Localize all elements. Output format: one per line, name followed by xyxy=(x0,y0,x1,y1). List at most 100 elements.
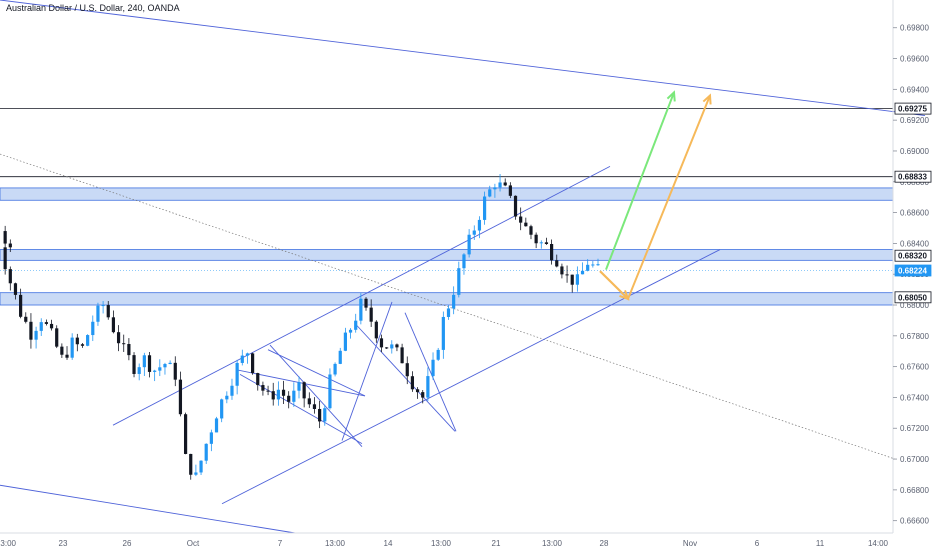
candle-body xyxy=(137,367,141,374)
candle-body xyxy=(457,268,461,295)
candle-body xyxy=(498,182,502,188)
candle-body xyxy=(13,283,18,295)
candle-body xyxy=(163,364,167,368)
price-label-box xyxy=(894,102,932,115)
wedge-line-2 xyxy=(404,312,457,432)
candle-body xyxy=(34,330,38,340)
candle-body xyxy=(462,254,466,269)
y-tick-label: 0.67200 xyxy=(900,424,929,433)
x-tick-label: 13:00 xyxy=(0,539,17,548)
candle-body xyxy=(596,264,600,266)
candle-body xyxy=(281,389,286,396)
candle-body xyxy=(147,355,152,372)
candle-body xyxy=(405,363,409,377)
candle-body xyxy=(395,344,399,348)
candle-body xyxy=(524,222,528,227)
candle-body xyxy=(421,392,425,398)
candle-body xyxy=(276,389,280,400)
candle-body xyxy=(508,185,512,196)
price-label-box xyxy=(894,291,932,304)
y-tick-label: 0.67400 xyxy=(900,393,929,402)
trendlines xyxy=(0,0,926,534)
price-label-text: 0.69275 xyxy=(898,105,927,114)
y-tick-label: 0.69400 xyxy=(900,85,929,94)
candle-body xyxy=(333,363,337,375)
candle-body xyxy=(302,382,306,399)
candle-body xyxy=(415,389,420,393)
sr-zone-0 xyxy=(0,187,894,201)
upper-channel-line xyxy=(0,0,926,116)
candle-body xyxy=(410,376,415,390)
candle-body xyxy=(55,328,59,347)
flag-bottom-1 xyxy=(269,344,363,448)
x-tick-label: 28 xyxy=(600,539,609,548)
candle-body xyxy=(570,274,574,285)
green-projection-arrow-head xyxy=(666,90,676,102)
orange-pullback-arrow xyxy=(599,270,629,300)
candle-body xyxy=(245,353,250,356)
candle-body xyxy=(70,337,74,358)
candle-body xyxy=(240,355,244,363)
candle-body xyxy=(75,337,79,345)
candle-body xyxy=(24,316,28,322)
candle-body xyxy=(328,374,332,409)
candle-body xyxy=(436,349,440,360)
lower-channel-line xyxy=(0,484,296,534)
zones xyxy=(0,187,894,306)
candle-body xyxy=(3,231,7,244)
y-tick-label: 0.66800 xyxy=(900,486,929,495)
candle-body xyxy=(426,376,430,398)
candle-body xyxy=(178,379,183,415)
candle-body xyxy=(209,432,213,444)
candle-body xyxy=(251,353,255,374)
candle-body xyxy=(390,344,394,349)
candle-body xyxy=(214,418,219,433)
candle-body xyxy=(560,266,564,275)
candle-body xyxy=(488,189,492,197)
candle-body xyxy=(374,321,378,339)
wedge-line-1 xyxy=(354,323,456,432)
candle-body xyxy=(446,308,451,317)
candle-body xyxy=(580,270,585,275)
candle-body xyxy=(591,264,595,266)
x-tick-label: Oct xyxy=(187,539,200,548)
x-tick-label: 13:00 xyxy=(325,539,346,548)
candle-body xyxy=(348,329,353,333)
y-tick-label: 0.67600 xyxy=(900,363,929,372)
y-tick-label: 0.68000 xyxy=(900,301,929,310)
candle-body xyxy=(111,317,116,333)
candle-body xyxy=(287,395,291,402)
candle-body xyxy=(431,359,435,377)
x-tick-label: 14:00 xyxy=(868,539,889,548)
price-label-box xyxy=(894,264,932,277)
time-axis: 13:00 23 26 Oct 7 13:00 14 13:00 21 13:00 28 Nov 6 11… xyxy=(0,532,893,548)
candle-body xyxy=(312,404,317,409)
candle-body xyxy=(80,344,85,346)
x-tick-label: 13:00 xyxy=(542,539,563,548)
candle-body xyxy=(586,264,590,271)
candle-body xyxy=(39,322,43,331)
green-projection-arrow xyxy=(605,92,675,270)
candle-body xyxy=(379,338,384,348)
candle-body xyxy=(220,399,224,419)
candle-body xyxy=(441,316,445,350)
candle-body xyxy=(292,390,296,402)
candle-body xyxy=(307,398,311,405)
x-tick-label: 13:00 xyxy=(431,539,452,548)
candle-body xyxy=(513,195,518,217)
candle-body xyxy=(343,332,347,351)
candle-body xyxy=(204,443,208,461)
y-tick-label: 0.68600 xyxy=(900,209,929,218)
candle-body xyxy=(261,385,265,391)
candles xyxy=(3,173,600,480)
price-label-box xyxy=(894,170,932,183)
candle-body xyxy=(385,347,389,349)
candle-body xyxy=(550,243,554,261)
y-tick-label: 0.69800 xyxy=(900,24,929,33)
y-tick-label: 0.67800 xyxy=(900,332,929,341)
candle-body xyxy=(529,226,533,235)
candle-body xyxy=(173,362,177,380)
candle-body xyxy=(194,472,198,475)
